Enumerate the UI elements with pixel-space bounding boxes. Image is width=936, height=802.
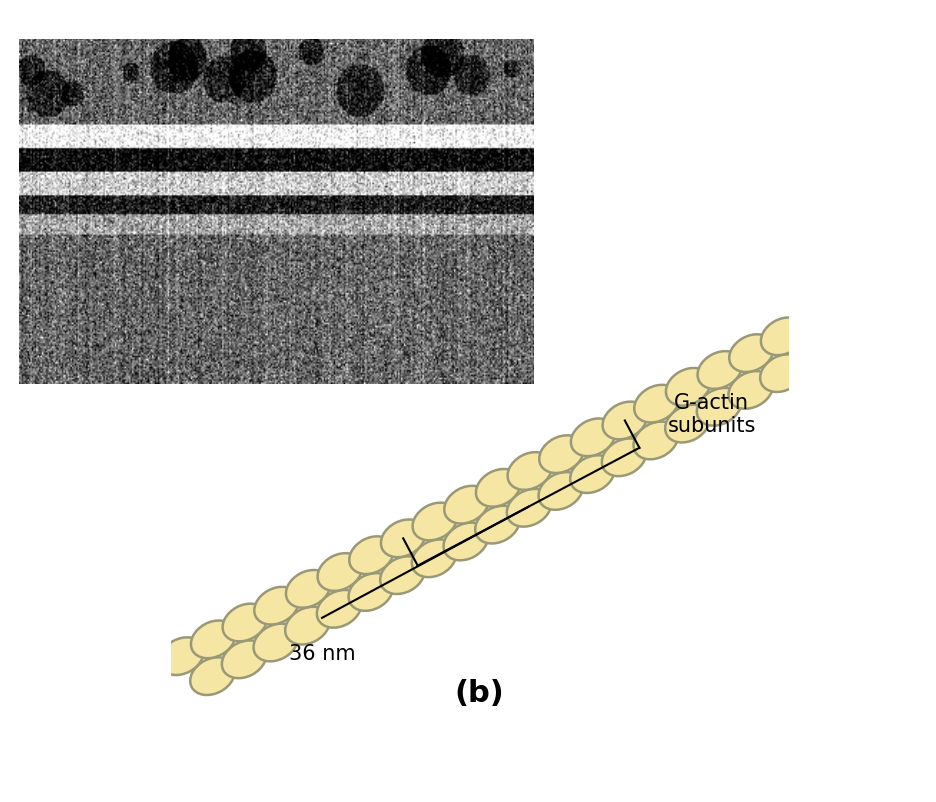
Text: G-actin
subunits: G-actin subunits: [667, 393, 755, 435]
Ellipse shape: [570, 456, 615, 493]
Ellipse shape: [761, 318, 806, 356]
Ellipse shape: [696, 388, 741, 426]
Ellipse shape: [413, 503, 457, 541]
Ellipse shape: [665, 368, 710, 406]
Text: (b): (b): [455, 678, 505, 707]
Ellipse shape: [475, 506, 519, 544]
Ellipse shape: [571, 419, 616, 456]
Ellipse shape: [793, 302, 837, 339]
Ellipse shape: [349, 537, 394, 574]
Ellipse shape: [191, 621, 236, 658]
Ellipse shape: [697, 352, 742, 389]
Ellipse shape: [760, 354, 805, 392]
Ellipse shape: [506, 489, 551, 527]
Ellipse shape: [729, 335, 774, 372]
Ellipse shape: [285, 607, 329, 645]
Ellipse shape: [381, 520, 426, 557]
Ellipse shape: [412, 540, 457, 577]
Ellipse shape: [919, 234, 936, 272]
Ellipse shape: [728, 371, 773, 409]
Ellipse shape: [507, 452, 552, 490]
Ellipse shape: [538, 472, 583, 510]
Ellipse shape: [445, 486, 489, 524]
Ellipse shape: [317, 590, 361, 628]
Ellipse shape: [634, 422, 678, 460]
Text: 36 nm: 36 nm: [288, 642, 356, 662]
Ellipse shape: [856, 268, 900, 306]
Ellipse shape: [222, 641, 267, 678]
Ellipse shape: [285, 570, 330, 608]
Ellipse shape: [918, 271, 936, 309]
Ellipse shape: [255, 587, 299, 625]
Ellipse shape: [665, 405, 709, 443]
Ellipse shape: [223, 604, 267, 642]
Ellipse shape: [825, 285, 869, 322]
Ellipse shape: [254, 624, 298, 662]
Ellipse shape: [602, 439, 647, 476]
Ellipse shape: [886, 288, 931, 326]
Ellipse shape: [317, 553, 362, 591]
Ellipse shape: [539, 435, 584, 473]
Ellipse shape: [159, 638, 204, 675]
Ellipse shape: [380, 557, 425, 594]
Ellipse shape: [475, 469, 520, 507]
Ellipse shape: [792, 338, 837, 375]
Ellipse shape: [856, 305, 899, 342]
Ellipse shape: [887, 251, 932, 289]
Ellipse shape: [824, 321, 868, 358]
Ellipse shape: [444, 523, 488, 561]
Ellipse shape: [635, 385, 679, 423]
Ellipse shape: [603, 402, 647, 439]
Ellipse shape: [348, 573, 393, 611]
Ellipse shape: [190, 658, 235, 695]
